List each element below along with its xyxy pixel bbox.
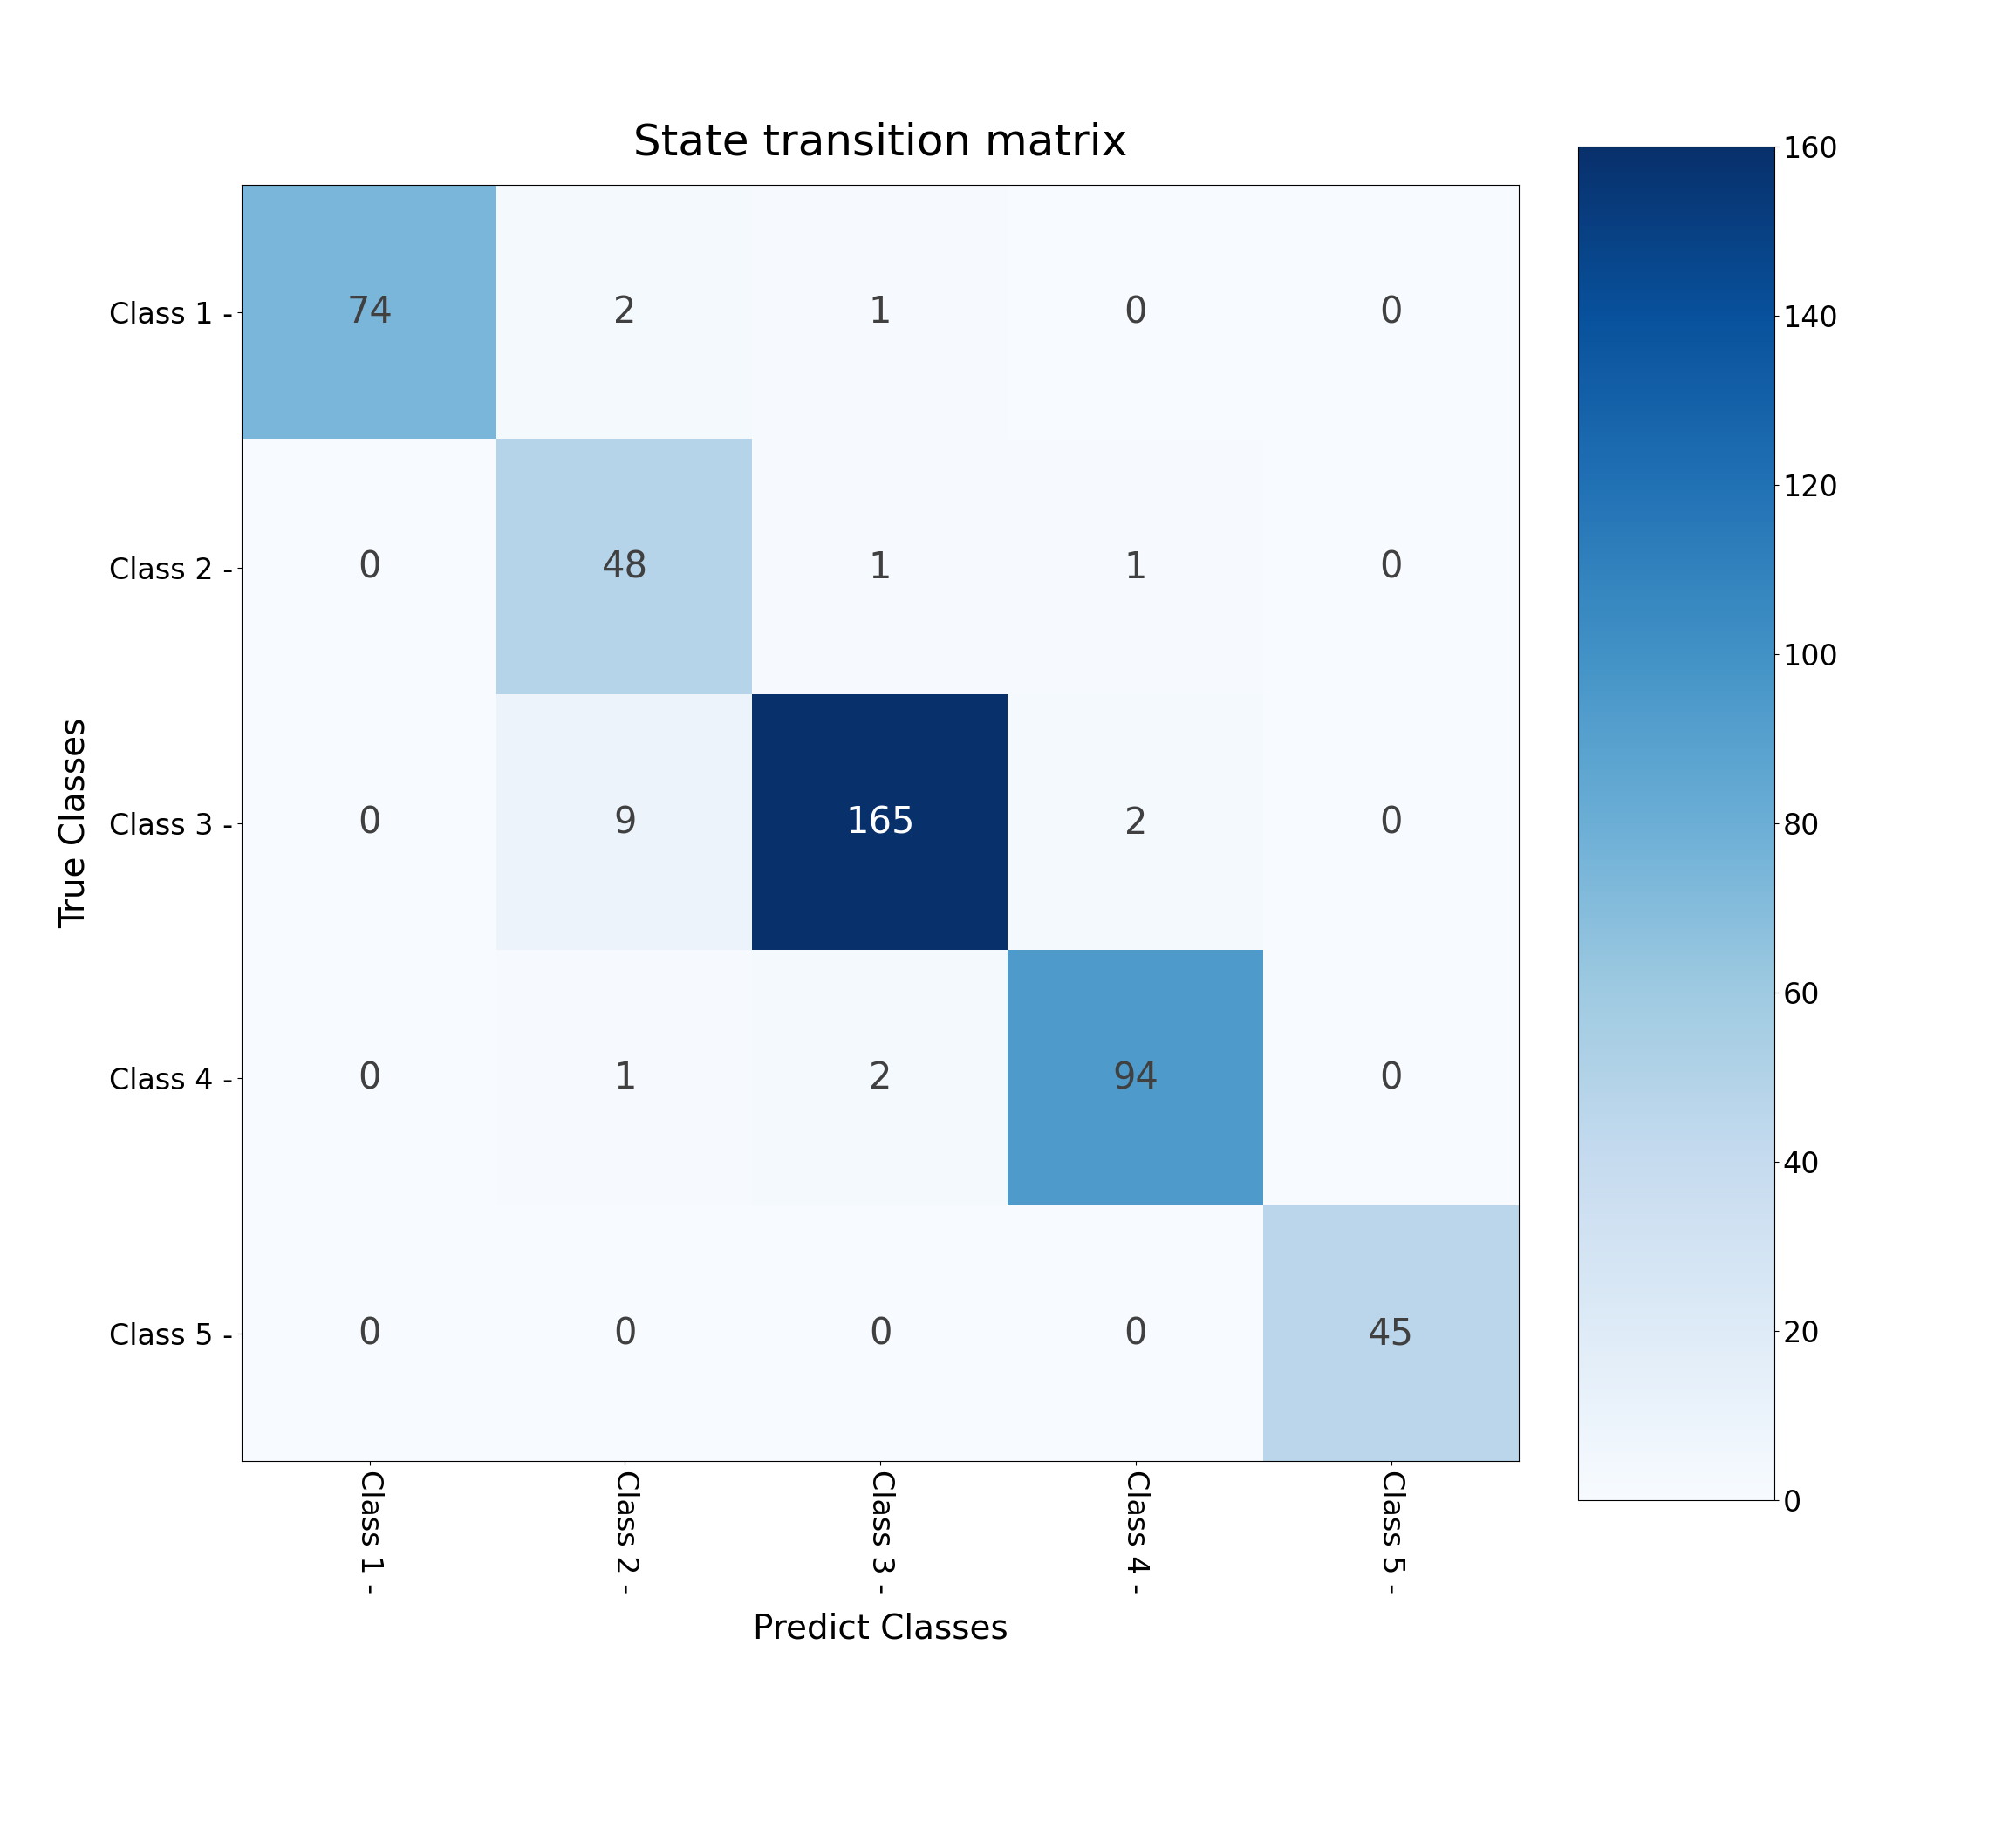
Text: 45: 45 bbox=[1369, 1315, 1413, 1352]
Text: 0: 0 bbox=[1125, 294, 1147, 331]
Text: 9: 9 bbox=[613, 805, 637, 841]
Text: 74: 74 bbox=[347, 294, 393, 331]
Y-axis label: True Classes: True Classes bbox=[58, 717, 91, 929]
X-axis label: Predict Classes: Predict Classes bbox=[752, 1611, 1008, 1646]
Text: 0: 0 bbox=[359, 1315, 381, 1352]
Text: 0: 0 bbox=[1379, 1061, 1403, 1097]
Text: 0: 0 bbox=[1379, 805, 1403, 841]
Text: 0: 0 bbox=[1379, 549, 1403, 585]
Text: 0: 0 bbox=[359, 805, 381, 841]
Text: 0: 0 bbox=[869, 1315, 891, 1352]
Text: 0: 0 bbox=[1379, 294, 1403, 331]
Text: 2: 2 bbox=[869, 1061, 891, 1097]
Text: 0: 0 bbox=[359, 1061, 381, 1097]
Title: State transition matrix: State transition matrix bbox=[633, 121, 1127, 163]
Text: 1: 1 bbox=[869, 294, 891, 331]
Text: 165: 165 bbox=[845, 805, 915, 841]
Text: 1: 1 bbox=[869, 549, 891, 585]
Text: 94: 94 bbox=[1113, 1061, 1159, 1097]
Text: 1: 1 bbox=[1125, 549, 1147, 585]
Text: 0: 0 bbox=[359, 549, 381, 585]
Text: 1: 1 bbox=[613, 1061, 637, 1097]
Text: 0: 0 bbox=[1125, 1315, 1147, 1352]
Text: 2: 2 bbox=[1125, 805, 1147, 841]
Text: 48: 48 bbox=[603, 549, 647, 585]
Text: 2: 2 bbox=[613, 294, 637, 331]
Text: 0: 0 bbox=[613, 1315, 637, 1352]
